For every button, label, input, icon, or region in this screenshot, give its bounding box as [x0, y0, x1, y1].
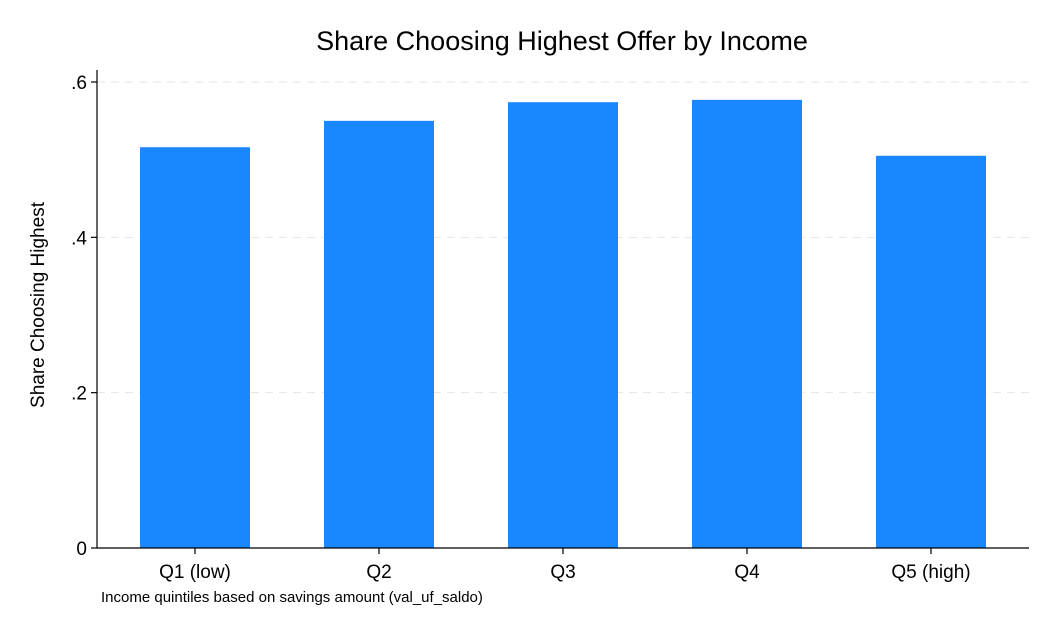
- x-tick-label: Q5 (high): [891, 562, 970, 583]
- y-tick-label: .6: [71, 73, 87, 94]
- bar: [876, 155, 986, 549]
- x-ticks: Q1 (low) Q2 Q3 Q4 Q5 (high): [159, 548, 971, 583]
- x-tick-label: Q4: [734, 562, 760, 583]
- chart-title: Share Choosing Highest Offer by Income: [316, 26, 808, 56]
- bar: [692, 99, 802, 548]
- x-tick-label: Q3: [550, 562, 575, 583]
- bars: [140, 99, 986, 549]
- y-tick-label: .2: [71, 384, 87, 405]
- bar: [140, 147, 250, 549]
- y-tick-label: .4: [71, 228, 87, 249]
- y-ticks: 0 .2 .4 .6: [71, 73, 97, 560]
- y-axis-label: Share Choosing Highest: [28, 201, 49, 408]
- x-tick-label: Q2: [366, 562, 391, 583]
- bar: [508, 102, 618, 549]
- bar: [324, 120, 434, 548]
- chart-note: Income quintiles based on savings amount…: [101, 589, 483, 606]
- x-tick-label: Q1 (low): [159, 562, 231, 583]
- y-tick-label: 0: [76, 539, 87, 560]
